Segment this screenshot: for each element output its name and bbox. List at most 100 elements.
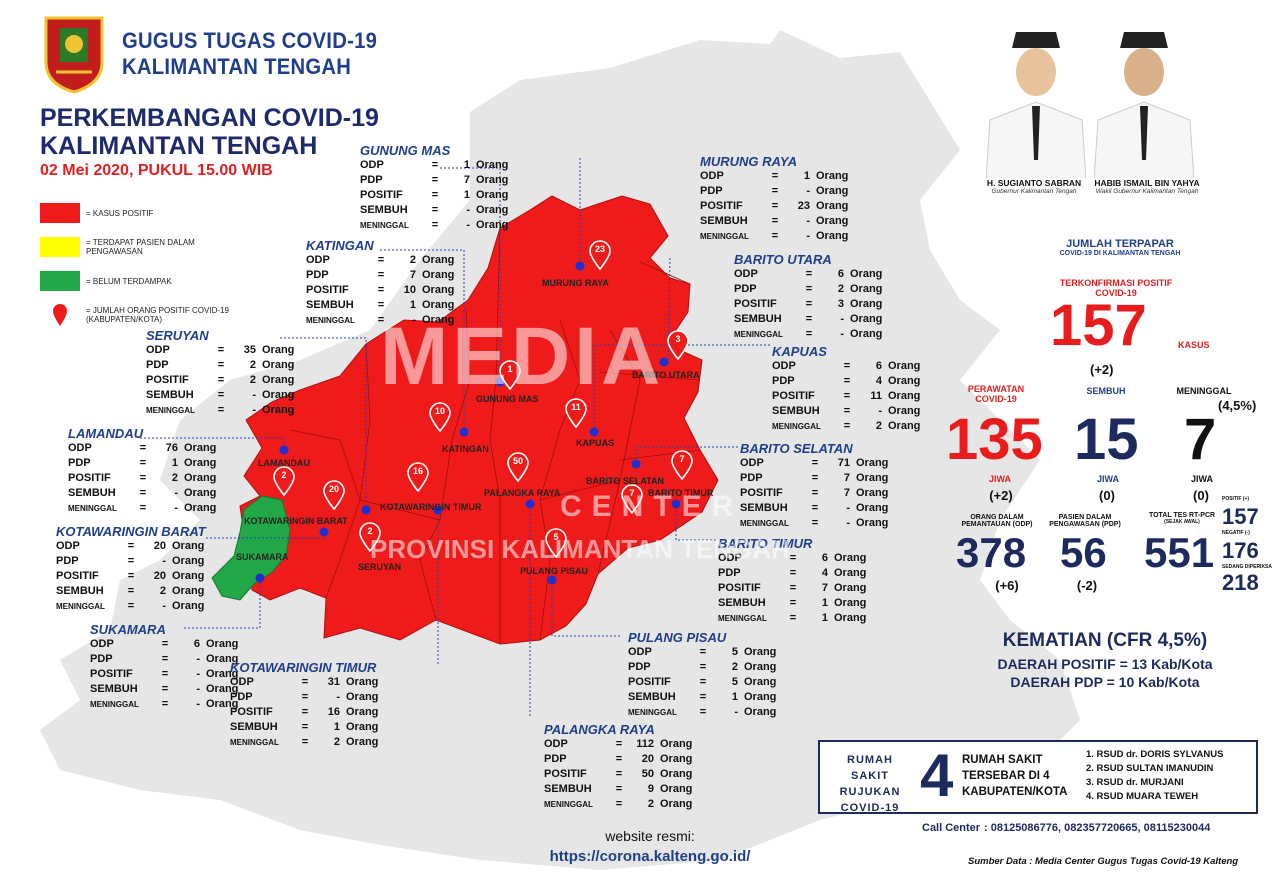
map-region-label: KOTAWARINGIN TIMUR [380,502,482,512]
stat-row-positif: POSITIF = 1 Orang [360,188,508,203]
stat-row-sembuh: SEMBUH = - Orang [360,203,508,218]
deaths-pct: (4,5%) [1218,398,1257,413]
stat-label: ODP [306,254,330,266]
map-region-label: PALANGKA RAYA [484,488,561,498]
hospital-list-item: 4. RSUD MUARA TEWEH [1086,791,1199,802]
pdp-delta: (-2) [1076,578,1098,593]
hospital-list-item: 2. RSUD SULTAN IMANUDIN [1086,763,1214,774]
stat-equals: = [377,299,385,311]
stat-label: MENINGGAL [772,422,821,431]
region-stat-block: BARITO TIMUR ODP = 6 Orang PDP = 4 Orang POSITIF =… [718,536,866,626]
hospital-box: RUMAH SAKIT RUJUKAN COVID-19 4 RUMAH SAK… [818,740,1258,814]
cfr-title: KEMATIAN (CFR 4,5%) [1002,630,1208,651]
hospital-list-item: 3. RSUD dr. MURJANI [1086,777,1184,788]
stat-unit: Orang [262,359,295,371]
pin-count: 16 [412,466,423,476]
stat-label: SEMBUH [700,215,748,227]
stat-row-sembuh: SEMBUH = - Orang [68,486,216,501]
stat-equals: = [699,661,707,673]
region-stats: ODP = 6 Orang PDP = 2 Orang POSITIF = 3 Orang SEMBUH… [734,267,882,342]
hospital-desc-1: RUMAH SAKIT [962,754,1043,766]
officials-photo-panel: H. SUGIANTO SABRAN Gubernur Kalimantan T… [976,20,1208,200]
region-title: LAMANDAU [68,426,144,441]
region-stats: ODP = 6 Orang PDP = 4 Orang POSITIF = 11 Orang SEMBU… [772,359,920,434]
stat-equals: = [431,189,439,201]
stat-label: POSITIF [700,200,743,212]
stat-label: PDP [306,269,329,281]
stat-value: 2 [409,254,416,266]
stat-value: - [174,487,178,499]
stat-row-positif: POSITIF = 2 Orang [146,373,294,388]
stat-unit: Orang [346,721,379,733]
hospital-label-3: COVID-19 [840,802,900,814]
stat-unit: Orang [888,405,921,417]
stat-label: ODP [628,646,652,658]
stat-unit: Orang [744,676,777,688]
stat-equals: = [811,487,819,499]
stat-label: PDP [56,555,79,567]
stat-row-positif: POSITIF = 2 Orang [68,471,216,486]
stat-value: 4 [821,567,828,579]
region-stats: ODP = 2 Orang PDP = 7 Orang POSITIF = 10 Orang SEMBU… [306,253,454,328]
stat-value: - [840,313,844,325]
stat-unit: Orang [206,683,239,695]
stat-row-pdp: PDP = - Orang [230,690,378,705]
stat-row-meninggal: MENINGGAL = - Orang [68,501,216,516]
region-title: GUNUNG MAS [360,143,451,158]
stat-equals: = [805,298,813,310]
stat-value: 112 [636,738,654,750]
stat-row-meninggal: MENINGGAL = 2 Orang [772,419,920,434]
sukamara-region [211,495,291,601]
stat-unit: Orang [660,783,693,795]
stat-value: 7 [409,269,416,281]
stat-equals: = [789,567,797,579]
stat-unit: Orang [850,298,883,310]
stat-value: - [162,555,166,567]
stat-label: ODP [740,457,764,469]
stat-label: SEMBUH [306,299,354,311]
stat-label: SEMBUH [772,405,820,417]
stat-value: - [806,215,810,227]
stat-label: SEMBUH [740,502,788,514]
stat-value: 11 [870,390,882,402]
stat-equals: = [217,389,225,401]
stat-unit: Orang [172,570,205,582]
stat-label: POSITIF [544,768,587,780]
stat-unit: Orang [856,502,889,514]
stat-row-positif: POSITIF = 10 Orang [306,283,454,298]
region-title: BARITO UTARA [734,252,832,267]
stat-equals: = [615,768,623,780]
stat-equals: = [843,375,851,387]
stat-unit: Orang [184,487,217,499]
legend-swatch [40,203,80,223]
hospital-label: RUMAH SAKIT RUJUKAN COVID-19 [828,752,912,816]
stat-equals: = [789,582,797,594]
watermark-center: CENTER [560,490,744,523]
map-pin: 10 [429,402,451,433]
stat-equals: = [301,721,309,733]
region-dots [255,261,681,585]
stat-label: ODP [90,638,114,650]
legend-item: = KASUS POSITIF [40,196,280,230]
stat-row-sembuh: SEMBUH = 1 Orang [628,690,776,705]
map-pin: 16 [407,462,429,493]
stat-unit: Orang [834,582,867,594]
pin-count: 7 [629,488,635,498]
region-title: KATINGAN [306,238,374,253]
stat-row-meninggal: MENINGGAL = - Orang [90,697,238,712]
confirmed-delta: (+2) [1090,362,1114,377]
stat-value: - [466,204,470,216]
stat-label: POSITIF [718,582,761,594]
report-date: 02 Mei 2020, PUKUL 15.00 WIB [40,162,273,179]
website-link[interactable]: https://corona.kalteng.go.id/ [549,848,751,865]
stat-row-odp: ODP = 31 Orang [230,675,378,690]
stat-label: SEMBUH [360,204,408,216]
tests-positive-label: POSITIF (+) [1222,496,1250,502]
region-title: MURUNG RAYA [700,154,798,169]
stat-equals: = [161,638,169,650]
stat-row-sembuh: SEMBUH = 1 Orang [718,596,866,611]
region-stat-block: GUNUNG MAS ODP = 1 Orang PDP = 7 Orang POSITIF = 1 O… [360,143,508,233]
stat-row-meninggal: MENINGGAL = - Orang [306,313,454,328]
deaths-unit: JIWA [1190,474,1213,484]
stat-value: 2 [159,585,166,597]
